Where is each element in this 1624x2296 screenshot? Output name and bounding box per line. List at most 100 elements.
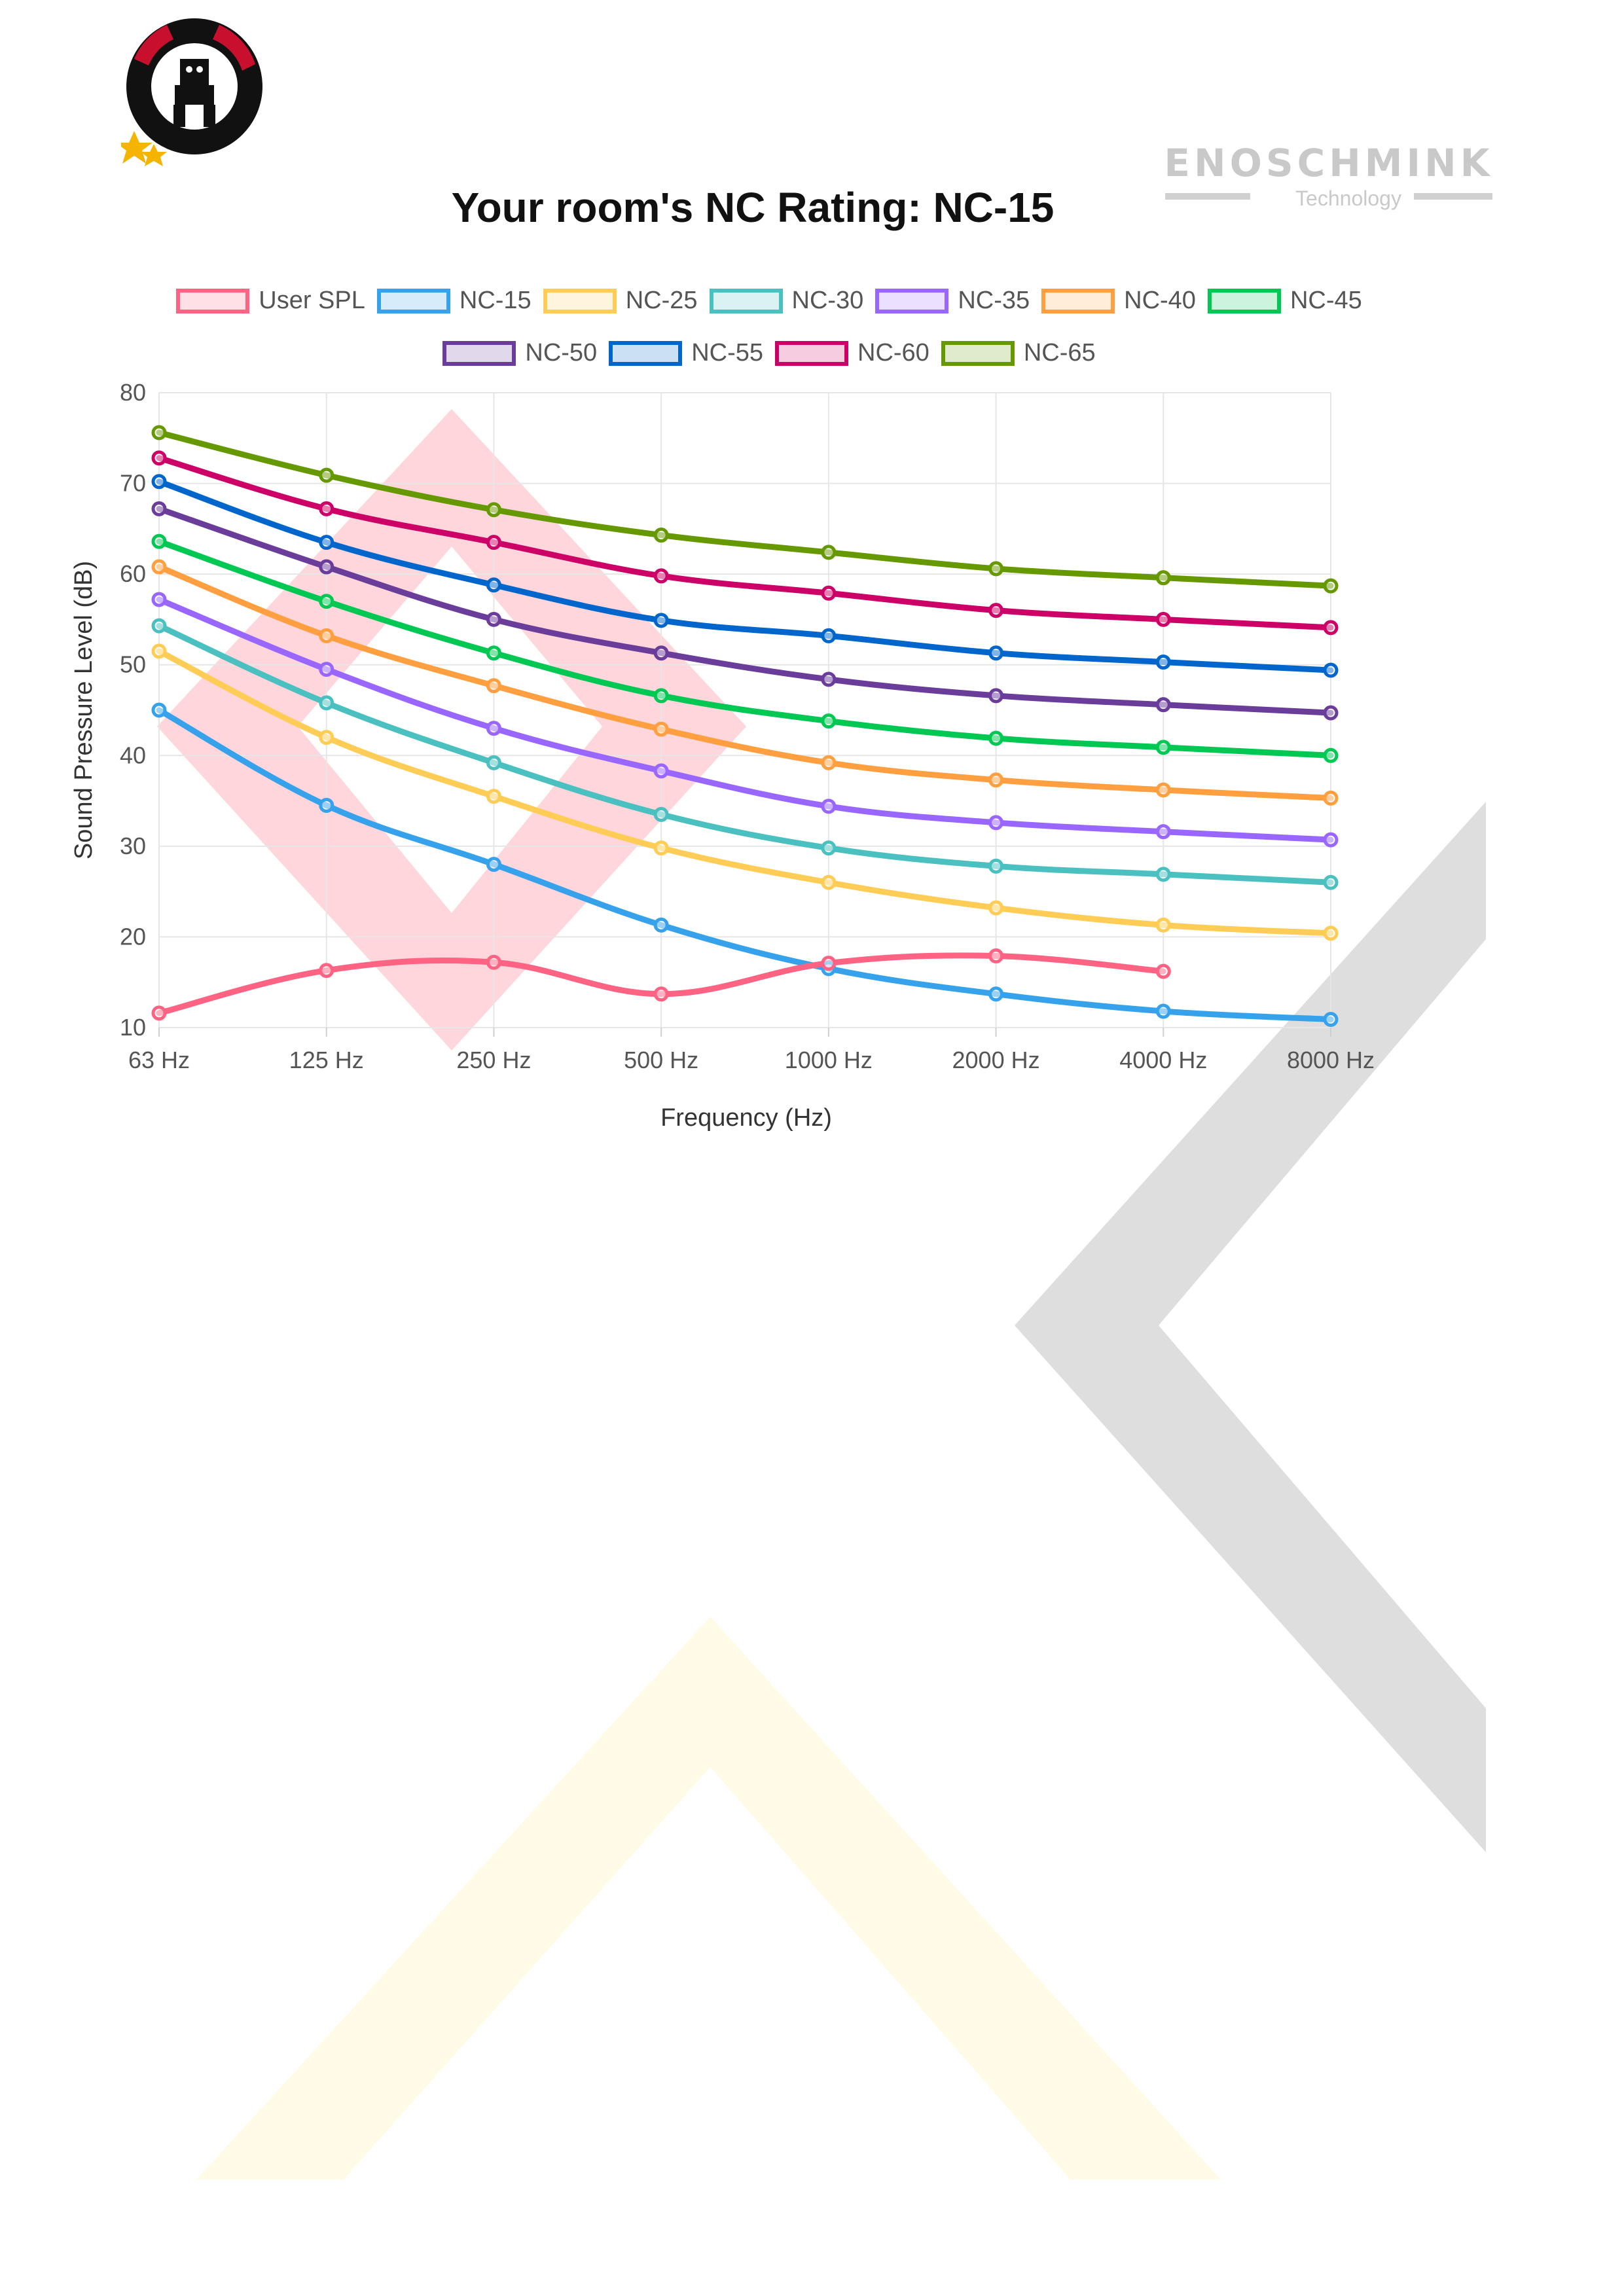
legend-item-nc-25[interactable]: NC-25 xyxy=(543,287,698,315)
data-point-nc-65 xyxy=(821,545,837,560)
data-point-nc-35 xyxy=(988,815,1004,831)
series-line-nc-55 xyxy=(156,478,1334,673)
data-point-nc-65 xyxy=(1155,570,1171,586)
legend-item-nc-60[interactable]: NC-60 xyxy=(775,339,929,367)
data-point-nc-45 xyxy=(988,730,1004,746)
legend-item-nc-65[interactable]: NC-65 xyxy=(941,339,1096,367)
legend-label: NC-65 xyxy=(1023,339,1096,367)
data-point-nc-30 xyxy=(821,840,837,856)
data-point-user-spl xyxy=(151,1005,167,1021)
y-tick-label: 20 xyxy=(120,923,146,950)
data-point-nc-50 xyxy=(151,501,167,516)
data-point-nc-35 xyxy=(1323,832,1339,848)
legend-label: NC-50 xyxy=(525,339,598,367)
legend-item-user-spl[interactable]: User SPL xyxy=(176,287,365,315)
brand-subtitle: Technology xyxy=(1295,187,1401,210)
data-point-nc-25 xyxy=(821,874,837,890)
data-point-nc-25 xyxy=(1323,925,1339,941)
legend-label: NC-55 xyxy=(691,339,763,367)
data-point-nc-30 xyxy=(151,618,167,634)
data-point-nc-45 xyxy=(319,594,334,609)
data-point-nc-25 xyxy=(151,643,167,659)
legend-item-nc-50[interactable]: NC-50 xyxy=(442,339,597,367)
data-point-nc-15 xyxy=(486,857,501,872)
legend-item-nc-45[interactable]: NC-45 xyxy=(1207,287,1362,315)
legend-row-1: User SPL NC-15 NC-25 NC-30 NC-35 NC-40 NC-45 xyxy=(98,287,1440,315)
data-point-nc-40 xyxy=(486,678,501,694)
data-point-nc-60 xyxy=(1155,611,1171,627)
data-point-nc-55 xyxy=(988,645,1004,661)
data-point-nc-55 xyxy=(1323,662,1339,678)
y-tick-label: 40 xyxy=(120,742,146,768)
y-tick-label: 30 xyxy=(120,833,146,859)
pink-diamond-watermark xyxy=(157,409,746,1050)
data-point-nc-15 xyxy=(1155,1003,1171,1019)
legend-item-nc-30[interactable]: NC-30 xyxy=(709,287,863,315)
legend-swatch xyxy=(1207,288,1281,314)
data-point-nc-25 xyxy=(988,900,1004,916)
data-point-nc-35 xyxy=(1155,824,1171,840)
data-point-nc-55 xyxy=(486,577,501,593)
x-axis-ticks: 63 Hz 125 Hz 250 Hz 500 Hz 1000 Hz 2000 Hz 400… xyxy=(128,1047,1375,1073)
data-point-nc-50 xyxy=(988,688,1004,704)
data-point-user-spl xyxy=(319,963,334,978)
data-point-nc-40 xyxy=(1155,782,1171,798)
legend-swatch xyxy=(442,340,516,366)
series-line-nc-25 xyxy=(156,648,1334,937)
data-point-nc-65 xyxy=(486,502,501,518)
legend-swatch xyxy=(775,340,848,366)
series-line-nc-60 xyxy=(156,455,1334,631)
legend-label: User SPL xyxy=(259,287,365,314)
left-logo xyxy=(116,13,265,170)
legend-item-nc-15[interactable]: NC-15 xyxy=(376,287,532,315)
x-tick-label: 125 Hz xyxy=(289,1047,364,1073)
legend-swatch xyxy=(941,340,1015,366)
legend-item-nc-55[interactable]: NC-55 xyxy=(609,339,763,367)
data-point-nc-60 xyxy=(151,450,167,466)
data-point-nc-55 xyxy=(151,474,167,490)
gray-chevron-watermark xyxy=(1015,802,1486,1852)
legend-swatch xyxy=(376,288,450,314)
data-point-nc-15 xyxy=(653,917,669,933)
y-tick-label: 50 xyxy=(120,651,146,678)
data-point-user-spl xyxy=(653,986,669,1002)
data-point-nc-30 xyxy=(988,858,1004,874)
grid xyxy=(158,392,1331,1037)
data-point-nc-45 xyxy=(821,713,837,729)
legend-swatch xyxy=(709,288,783,314)
data-point-nc-30 xyxy=(486,755,501,770)
legend-label: NC-25 xyxy=(625,287,698,314)
legend-label: NC-35 xyxy=(958,287,1030,314)
x-tick-label: 8000 Hz xyxy=(1287,1047,1375,1073)
data-point-user-spl xyxy=(486,954,501,970)
data-point-nc-25 xyxy=(653,840,669,856)
data-point-nc-35 xyxy=(319,662,334,677)
series-line-nc-45 xyxy=(156,538,1334,759)
data-point-nc-45 xyxy=(1323,747,1339,763)
legend-swatch xyxy=(875,288,949,314)
legend-item-nc-35[interactable]: NC-35 xyxy=(875,287,1030,315)
data-point-nc-60 xyxy=(1323,620,1339,636)
right-logo: ENOSCHMINK Technology xyxy=(1159,128,1499,219)
logo-dash-left xyxy=(1165,193,1250,200)
data-point-nc-45 xyxy=(486,645,501,661)
data-point-nc-50 xyxy=(486,611,501,627)
series-line-nc-65 xyxy=(156,429,1334,589)
logo-dash-right xyxy=(1414,193,1492,200)
data-point-nc-40 xyxy=(988,772,1004,788)
data-point-nc-35 xyxy=(151,592,167,607)
data-point-nc-35 xyxy=(821,798,837,814)
y-tick-label: 60 xyxy=(120,560,146,587)
data-point-nc-30 xyxy=(319,695,334,711)
y-tick-label: 80 xyxy=(120,379,146,406)
data-point-nc-40 xyxy=(821,755,837,770)
data-point-nc-55 xyxy=(821,628,837,643)
data-point-nc-60 xyxy=(486,535,501,550)
data-point-nc-50 xyxy=(319,559,334,575)
series-line-nc-35 xyxy=(156,596,1334,843)
data-point-nc-55 xyxy=(319,535,334,550)
legend-item-nc-40[interactable]: NC-40 xyxy=(1041,287,1196,315)
series-line-nc-40 xyxy=(156,564,1334,801)
data-point-nc-15 xyxy=(151,702,167,718)
data-point-nc-30 xyxy=(1323,874,1339,890)
